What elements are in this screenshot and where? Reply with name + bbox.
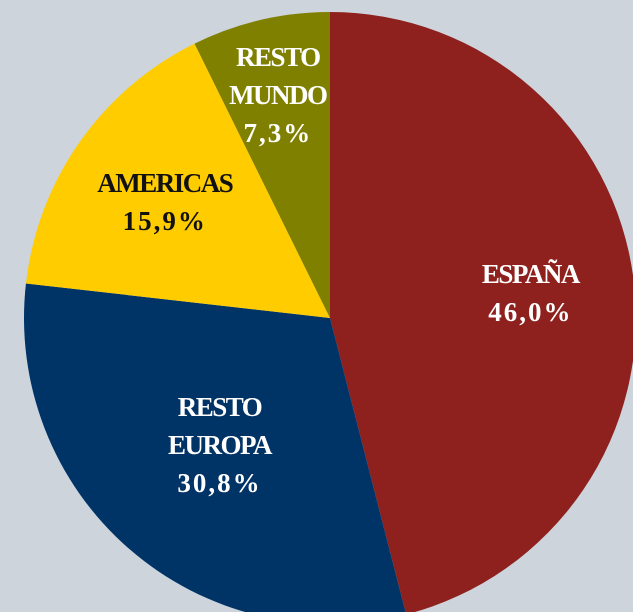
value-label: 15,9% bbox=[122, 205, 207, 236]
category-label: RESTO MUNDO bbox=[229, 41, 328, 110]
slice-label: ESPAÑA 46,0% bbox=[460, 255, 600, 331]
pie-slice bbox=[194, 12, 330, 318]
slice-label: AMERICAS 15,9% bbox=[70, 164, 260, 240]
value-label: 46,0% bbox=[488, 296, 573, 327]
category-label: RESTO EUROPA bbox=[167, 391, 273, 460]
pie-slice bbox=[24, 283, 406, 612]
pie-slice bbox=[330, 12, 633, 612]
category-label: ESPAÑA bbox=[481, 258, 581, 289]
slice-label: RESTO MUNDO 7,3% bbox=[203, 38, 353, 152]
value-label: 30,8% bbox=[177, 467, 262, 498]
value-label: 7,3% bbox=[243, 117, 313, 148]
slice-label: RESTO EUROPA 30,8% bbox=[139, 388, 299, 502]
category-label: AMERICAS bbox=[97, 167, 234, 198]
pie-slice bbox=[25, 43, 331, 319]
